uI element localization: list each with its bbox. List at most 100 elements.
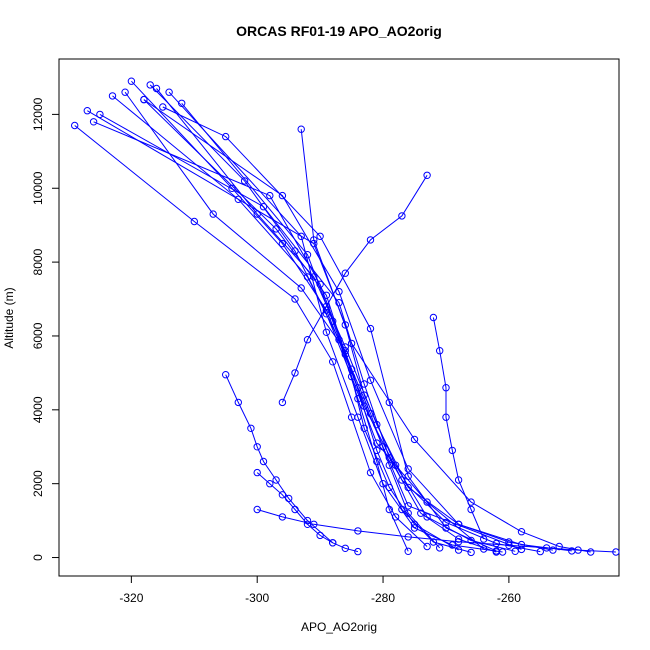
data-point [448, 541, 456, 549]
data-point [234, 195, 243, 204]
data-point [209, 210, 217, 218]
data-point [278, 239, 287, 248]
plot-area-frame [58, 58, 620, 577]
data-point [291, 295, 299, 303]
data-point [316, 232, 324, 241]
data-point [303, 516, 312, 525]
x-tick-label: -300 [245, 591, 269, 605]
y-axis-label: Altitude (m) [2, 287, 16, 348]
y-tick-label: 10000 [31, 171, 45, 205]
data-point [574, 546, 582, 554]
data-layer [71, 77, 620, 557]
x-tick-label: -280 [371, 591, 395, 605]
data-point [354, 527, 362, 535]
data-point [165, 88, 173, 96]
data-point [467, 548, 475, 557]
data-point [127, 77, 136, 85]
data-point [303, 251, 312, 259]
series-line [168, 91, 503, 553]
data-point [442, 413, 450, 421]
data-point [404, 509, 412, 517]
y-tick-label: 8000 [31, 248, 45, 275]
data-point [404, 533, 412, 541]
data-point [341, 269, 349, 277]
data-point [436, 544, 444, 552]
data-point [310, 239, 318, 248]
data-point [354, 547, 362, 556]
series-line [181, 102, 541, 553]
data-point [291, 369, 299, 377]
series-profile-15 [165, 88, 507, 556]
series-profile-18 [222, 371, 337, 547]
series-profile-14 [140, 95, 444, 552]
series-profile-2 [159, 103, 500, 555]
series-line [432, 317, 485, 540]
data-point [297, 125, 305, 133]
data-point [341, 350, 349, 359]
data-point [266, 480, 274, 488]
data-point [83, 107, 92, 115]
series-line [149, 84, 485, 550]
data-point [310, 520, 318, 528]
data-point [423, 171, 431, 180]
data-point [404, 465, 412, 473]
data-point [536, 547, 544, 556]
series-profile-11 [152, 84, 557, 554]
data-point [278, 491, 287, 499]
data-point [423, 513, 431, 521]
data-point [272, 476, 280, 484]
data-point [505, 541, 513, 549]
data-point [366, 376, 375, 384]
series-profile-3 [140, 95, 576, 555]
chart-title: ORCAS RF01-19 APO_AO2orig [236, 23, 442, 39]
data-point [379, 480, 387, 488]
data-point [247, 424, 255, 432]
data-point [259, 457, 268, 466]
data-point [253, 468, 261, 477]
data-point [89, 118, 98, 126]
y-tick-label: 12000 [31, 97, 45, 131]
series-line [281, 175, 428, 403]
data-point [266, 191, 274, 200]
data-point [278, 191, 287, 200]
data-point [467, 505, 475, 514]
data-point [341, 343, 349, 351]
data-point [322, 291, 331, 299]
series-line [112, 95, 409, 552]
series-line [162, 106, 497, 552]
data-point [159, 103, 167, 111]
x-tick-label: -320 [119, 591, 143, 605]
data-point [404, 483, 412, 492]
data-point [385, 505, 393, 514]
data-point [587, 548, 595, 556]
data-point [71, 121, 79, 130]
x-tick-label: -260 [497, 591, 521, 605]
series-line [225, 374, 334, 544]
series-line [143, 99, 572, 552]
series-profile-20 [253, 505, 620, 556]
data-point [329, 358, 337, 366]
data-point [329, 539, 337, 547]
data-point [448, 446, 456, 455]
series-profile-7 [178, 99, 544, 556]
data-point [341, 321, 349, 329]
series-line [256, 472, 359, 553]
data-point [335, 299, 343, 307]
series-line [143, 99, 441, 549]
data-point [549, 546, 557, 554]
series-profile-5 [96, 110, 500, 556]
series-line [156, 88, 553, 551]
data-point [467, 536, 475, 545]
data-point [253, 443, 261, 451]
y-tick-label: 4000 [31, 396, 45, 423]
data-point [511, 547, 519, 555]
data-point [454, 538, 463, 546]
data-point [366, 409, 375, 418]
data-point [442, 518, 450, 527]
data-point [140, 95, 148, 104]
series-line [124, 91, 459, 551]
data-point [373, 439, 381, 447]
data-point [417, 509, 425, 517]
data-point [146, 81, 154, 89]
data-point [322, 310, 331, 318]
